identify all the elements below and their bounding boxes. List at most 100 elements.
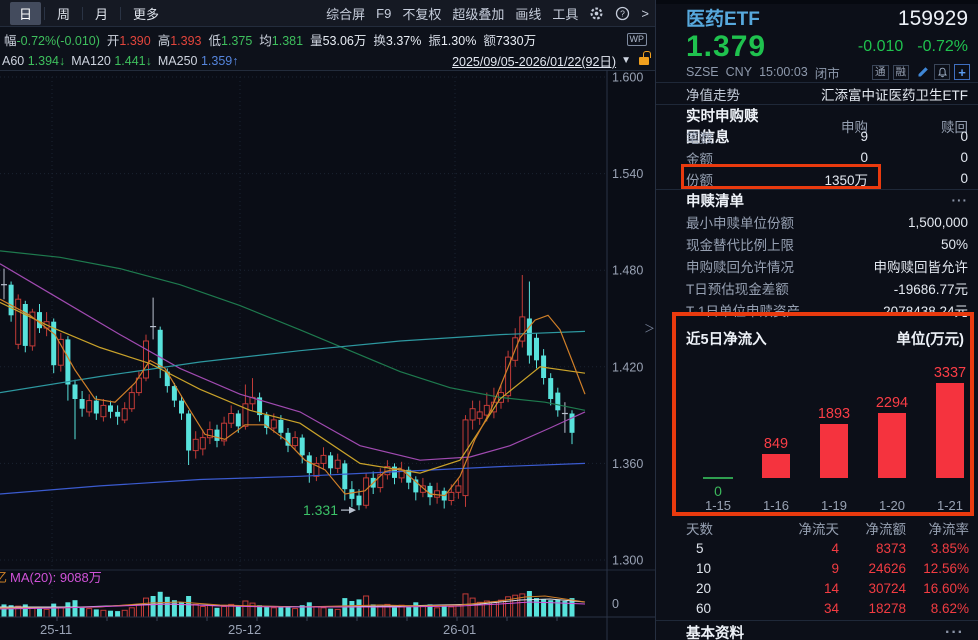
flow-category-label: 1-20 [878,498,906,513]
flow-bar-value: 0 [714,483,722,499]
flow-title: 近5日净流入 [686,331,767,348]
market-status: 闭市 [814,66,840,81]
flow-stats-rows: 5 4 8373 3.85% 10 9 24626 12.56% 20 14 30724 16.60%… [656,538,978,618]
list-row: T日预估现金差额 -19686.77元 [686,282,968,297]
date-range-group: 2025/09/05-2026/01/22(92日) ▼ [452,50,651,70]
basic-info-section[interactable]: 基本资料 ··· [656,620,978,640]
flow-zero-line [703,477,733,479]
svg-text:1.420: 1.420 [612,360,643,374]
svg-text:1.540: 1.540 [612,167,643,181]
price-row: 1.379 -0.010 -0.72% [656,30,978,63]
rong-badge: 融 [892,64,909,80]
ma-value-MA250: MA250 1.359↑ [157,53,239,68]
chevron-right-icon[interactable]: > [641,5,649,21]
toolbar-item-2[interactable]: F9 [376,5,392,21]
wp-badge-icon[interactable]: WP [626,32,647,46]
tab-period-2[interactable]: 周 [57,6,71,22]
stats-row: 60 34 18278 8.62% [696,600,969,616]
quote-field-量: 量53.06万 [310,33,367,48]
toolbar-item-6[interactable]: 工具 [552,6,579,22]
tab-separator [82,6,84,20]
chevron-down-icon[interactable]: ▼ [621,55,631,66]
toolbar-item-3[interactable]: 不复权 [402,6,442,22]
bell-icon[interactable] [934,64,950,80]
plus-icon[interactable]: + [954,64,970,80]
list-row: 最小申赎单位份额 1,500,000 [686,214,968,232]
kline-chart[interactable]: 1.600 1.540 1.480 1.420 1.360 1.300 0 25-11 25-1… [0,70,655,640]
quote-field-幅: 幅-0.72%(-0.010) [4,33,100,48]
svg-text:MA(20): 9088万: MA(20): 9088万 [10,570,102,585]
svg-text:1.600: 1.600 [612,71,643,85]
divider [656,104,978,105]
list-header[interactable]: 申赎清单 ··· [656,190,978,211]
divider [656,189,978,190]
period-toolbar: 日周 月 更多 综合屏 F9 不复权 超级叠加 画线 工具 ? > [0,0,655,27]
flow-category-label: 1-15 [704,498,732,513]
toolbar-item-5[interactable]: 画线 [515,6,542,22]
creation-list-rows: 最小申赎单位份额 1,500,000 现金替代比例上限 50% 申购赎回允许情况 申购赎回… [656,211,978,321]
price-change-percent: -0.72% [917,37,968,55]
redeem-column-header: 赎回 [941,120,968,135]
lock-open-icon[interactable] [639,50,651,65]
tab-separator [44,6,46,20]
panel-collapse-icon[interactable]: ＞ [644,323,655,335]
quote-field-开: 开1.390 [106,33,151,48]
ma60 [0,263,586,461]
svg-text:26-01: 26-01 [443,622,476,637]
toolbar-right: 综合屏 F9 不复权 超级叠加 画线 工具 ? > [326,4,649,23]
flow-bar [936,383,964,478]
svg-text:1.360: 1.360 [612,457,643,471]
list-row: 申购赎回允许情况 申购赎回皆允许 [686,260,968,275]
svg-text:25-11: 25-11 [40,622,72,637]
flow-bar [878,413,906,478]
tong-badge: 通 [872,64,889,80]
svg-text:?: ? [621,8,626,18]
flow-bar [762,454,790,478]
flow-category-label: 1-16 [762,498,790,513]
tab-period-4[interactable]: 更多 [133,6,160,22]
pencil-icon[interactable] [916,65,930,79]
ma120 [0,330,586,394]
list-row: 现金替代比例上限 50% [686,236,968,254]
realtime-title: 实时申购赎回信息 [686,109,759,146]
flow-bar [820,424,848,478]
quote-panel: 医药ETF 159929 1.379 -0.010 -0.72% SZSE CN… [655,0,978,640]
ma-legend-row: A60 1.394↓ MA120 1.441↓ MA250 1.359↑ 2025/… [0,50,655,70]
flow-category-label: 1-19 [820,498,848,513]
list-row: T-1日单位申赎资产 2078438.24元 [686,304,968,319]
toolbar-item-4[interactable]: 超级叠加 [452,6,505,22]
toolbar-item-1[interactable]: 综合屏 [326,6,366,22]
ma-c [0,298,586,497]
date-range[interactable]: 2025/09/05-2026/01/22(92日) [452,55,617,69]
security-header: 医药ETF 159929 [656,4,978,31]
nav-row[interactable]: 净值走势 汇添富中证医药卫生ETF [656,83,978,104]
security-code: 159929 [897,7,968,30]
svg-text:亿: 亿 [0,570,7,585]
ma-b [0,301,586,474]
panel-top-strip [656,0,978,4]
help-icon[interactable]: ? [615,6,630,21]
stats-row: 5 4 8373 3.85% [696,540,969,556]
more-icon[interactable]: ··· [951,193,968,208]
tab-period-1[interactable]: 日 [10,1,42,25]
more-icon[interactable]: ··· [945,623,964,640]
quick-action-icons: 通 融 + [872,64,970,80]
tab-period-3[interactable]: 月 [95,6,109,22]
flow-bar-value: 3337 [933,365,967,381]
svg-text:1.480: 1.480 [612,264,643,278]
nav-fund-name: 汇添富中证医药卫生ETF [821,87,968,103]
stats-header: 净流天 [798,522,840,537]
gear-icon[interactable] [589,6,604,21]
quote-field-均: 均1.381 [259,33,304,48]
stats-row: 20 14 30724 16.60% [696,580,969,596]
stats-header: 净流率 [928,522,970,537]
stats-header: 天数 [686,522,713,537]
flow-stats-header: 天数 净流天 净流额 净流率 [656,518,978,538]
realtime-row-份额: 份额 1350万 0 [686,171,968,188]
price-change: -0.010 [857,37,904,55]
currency-label: CNY [725,65,753,79]
exchange-label: SZSE [686,65,719,79]
flow-section-header: 近5日净流入 单位(万元) [656,325,978,351]
flow-bar-value: 1893 [817,406,851,422]
net-inflow-bar-chart: 0 1-15 849 1-16 1893 1-19 2294 1-20 3337 1-21 [686,351,968,513]
